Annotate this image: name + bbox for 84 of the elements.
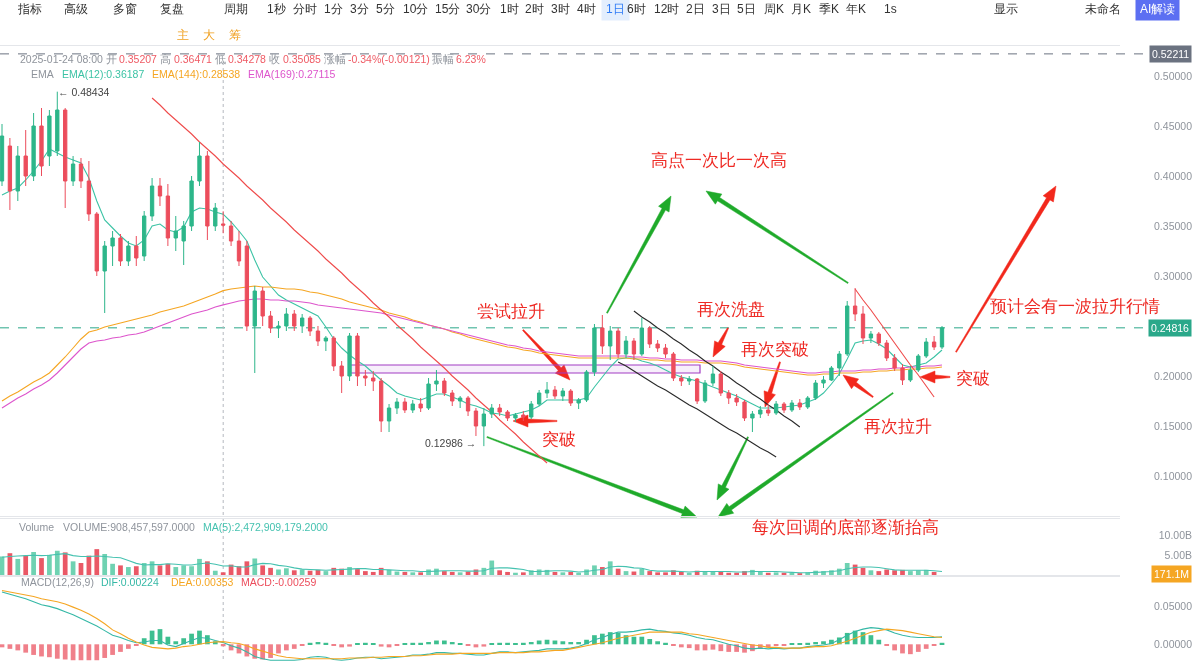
text: DEA:0.00353 <box>171 576 234 588</box>
annotation: MACD:-0.00259 <box>241 576 317 588</box>
y-tick-label: 0.10000 <box>1154 469 1193 482</box>
text: 显示 <box>994 2 1018 16</box>
text: 10分 <box>403 2 429 16</box>
text: 1分 <box>324 2 343 16</box>
annotation: 6.23% <box>456 53 486 65</box>
y-tick-label: 0.35000 <box>1154 219 1193 232</box>
text: 1秒 <box>267 2 286 16</box>
y-tick-label: 0.15000 <box>1154 419 1193 432</box>
text: 突破 <box>956 369 990 388</box>
text: 大 <box>203 28 215 42</box>
text: 周K <box>764 2 785 16</box>
annotation: 2025-01-24 08:00 <box>20 53 104 65</box>
text: 4时 <box>577 2 596 16</box>
text: 15分 <box>435 2 461 16</box>
y-tick-label: 0.05000 <box>1154 600 1193 613</box>
y-tick-label: 5.00B <box>1164 549 1192 562</box>
text: EMA(169):0.27115 <box>248 68 336 80</box>
text: MA(5):2,472,909,179.2000 <box>203 521 329 533</box>
text: 月K <box>791 2 812 16</box>
annotation: 高点一次比一次高 <box>651 151 787 170</box>
annotation: 0.36471 <box>174 53 213 65</box>
text: 171.1M <box>1154 568 1190 580</box>
y-tick-label: 0.00000 <box>1154 637 1193 650</box>
annotation: EMA <box>31 68 54 80</box>
annotation: 再次洗盘 <box>697 300 765 319</box>
annotation: MACD(12,26,9) <box>21 576 94 588</box>
text: 1时 <box>500 2 519 16</box>
text: 5日 <box>737 2 756 16</box>
y-tick-label: 0.45000 <box>1154 119 1193 132</box>
y-tick-label: 0.40000 <box>1154 169 1193 182</box>
y-tick-label: 0.50000 <box>1154 69 1193 82</box>
text: 季K <box>819 2 840 16</box>
ref-line-label: 0.24816 <box>1151 322 1190 334</box>
annotation: 0.12986 → <box>425 437 477 449</box>
annotation: 再次突破 <box>741 340 809 359</box>
text: 3日 <box>712 2 731 16</box>
text: AI解读 <box>1140 2 1176 16</box>
text: 筹 <box>229 28 241 42</box>
text: 12时 <box>654 2 680 16</box>
annotation: 突破 <box>542 430 576 449</box>
annotation: VOLUME:908,457,597.0000 <box>63 521 196 533</box>
y-tick-label: 10.00B <box>1158 528 1192 541</box>
text: 主 <box>177 28 189 42</box>
annotation: 高 <box>160 53 171 65</box>
text: 预计会有一波拉升行情 <box>990 297 1160 316</box>
text: 1s <box>884 2 897 16</box>
text: 指标 <box>17 2 42 16</box>
text: 3分 <box>350 2 369 16</box>
text: 1日 <box>606 2 625 16</box>
text: 5分 <box>376 2 395 16</box>
text: 复盘 <box>160 2 184 16</box>
annotation: 涨幅 <box>324 53 346 65</box>
annotation: 低 <box>215 53 226 65</box>
annotation: -0.34%(-0.00121) <box>348 53 430 65</box>
text: 2日 <box>686 2 705 16</box>
annotation: 0.34278 <box>228 53 267 65</box>
text: 2时 <box>525 2 544 16</box>
annotation: 每次回调的底部逐渐抬高 <box>752 518 939 537</box>
text: 6时 <box>627 2 646 16</box>
annotation: 再次拉升 <box>864 417 932 436</box>
annotation: 0.35085 <box>283 53 322 65</box>
text: EMA(144):0.28538 <box>152 68 241 80</box>
text: 年K <box>846 2 867 16</box>
text: 未命名 <box>1085 2 1121 16</box>
annotation: 收 <box>269 53 280 65</box>
text: 3时 <box>551 2 570 16</box>
annotation: Volume <box>19 521 55 533</box>
text: 高级 <box>64 2 88 16</box>
text: 周期 <box>224 2 248 16</box>
text: DIF:0.00224 <box>101 576 159 588</box>
annotation: 开 <box>106 53 117 65</box>
annotation: 振幅 <box>432 53 454 65</box>
annotation: 0.35207 <box>119 53 158 65</box>
annotation: 尝试拉升 <box>477 302 545 321</box>
annotation: ← 0.48434 <box>58 86 110 98</box>
text: 30分 <box>466 2 492 16</box>
y-tick-label: 0.30000 <box>1154 269 1193 282</box>
ref-line-label: 0.52211 <box>1152 48 1190 60</box>
text: EMA(12):0.36187 <box>62 68 145 80</box>
text: 分时 <box>293 2 317 16</box>
y-tick-label: 0.20000 <box>1154 369 1193 382</box>
text: 多窗 <box>113 2 137 16</box>
